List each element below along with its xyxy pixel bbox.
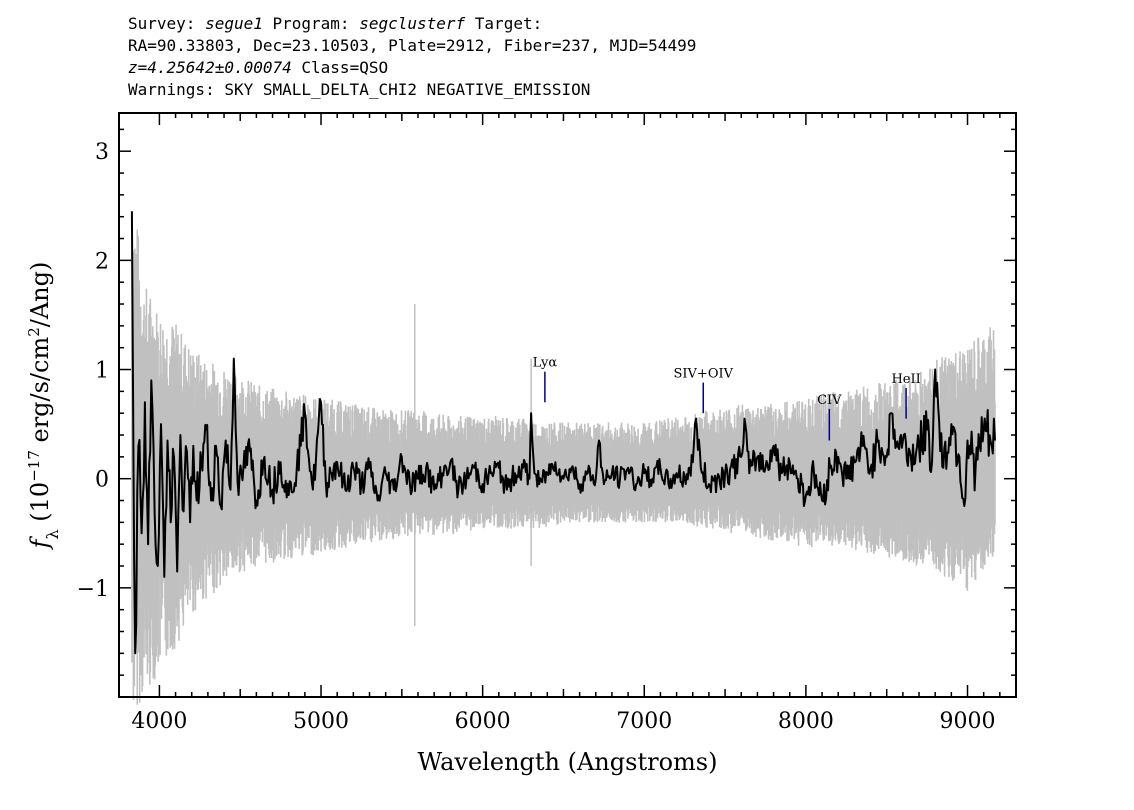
x-tick-label: 6000 [455,709,511,734]
spectrum-line [130,211,996,655]
header-segment: Program: [263,14,359,33]
line-marker-label: SIV+OIV [674,367,734,382]
line-marker-label: HeII [891,372,920,387]
header-line2: RA=90.33803, Dec=23.10503, Plate=2912, F… [128,36,696,55]
line-marker-label: CIV [817,393,842,408]
header-segment: RA=90.33803, Dec=23.10503, Plate=2912, F… [128,36,696,55]
emission-line-markers: Lyα SIV+OIV CIV HeII [533,356,921,441]
y-axis-title-part: (10 [26,482,54,530]
y-axis-title-part: −17 [25,450,43,482]
header-segment: segue1 [205,14,263,33]
error-spikes [414,304,532,627]
chart-header: Survey: segue1 Program: segclusterf Targ… [128,14,696,99]
plot-frame [118,112,1017,698]
x-tick-label: 4000 [131,709,187,734]
y-axis-title-part: 2 [25,327,43,337]
x-axis: 4000 5000 6000 7000 8000 9000 [131,113,1001,734]
y-axis: −1 0 1 2 3 [77,128,1016,676]
x-tick-label: 5000 [293,709,349,734]
header-segment: Class=QSO [292,58,388,77]
y-tick-label: 2 [95,249,109,274]
plot-area: Lyα SIV+OIV CIV HeII [130,211,996,705]
header-line4: Warnings: SKY SMALL_DELTA_CHI2 NEGATIVE_… [128,80,590,99]
x-axis-title: Wavelength (Angstroms) [418,748,718,776]
header-segment: Target: [465,14,542,33]
spectrum-series [130,211,996,655]
y-tick-label: 1 [95,359,109,384]
header-line3: z=4.25642±0.00074 Class=QSO [128,58,388,77]
y-axis-title: fλ (10−17 erg/s/cm2/Ang) [25,262,62,551]
y-axis-title-part: /Ang) [26,262,54,328]
y-tick-label: 3 [95,140,109,165]
header-segment: Warnings: SKY SMALL_DELTA_CHI2 NEGATIVE_… [128,80,590,99]
x-tick-label: 8000 [778,709,834,734]
x-tick-label: 7000 [616,709,672,734]
header-segment: Survey: [128,14,205,33]
x-tick-label: 9000 [940,709,996,734]
header-segment: z=4.25642±0.00074 [128,58,292,77]
y-tick-label: 0 [95,468,109,493]
header-line1: Survey: segue1 Program: segclusterf Targ… [128,14,542,33]
header-segment: segclusterf [359,14,465,33]
y-axis-title-part: λ [43,529,62,539]
y-tick-label: −1 [77,577,109,602]
line-marker-label: Lyα [533,356,558,371]
y-axis-title-part: erg/s/cm [26,337,54,451]
